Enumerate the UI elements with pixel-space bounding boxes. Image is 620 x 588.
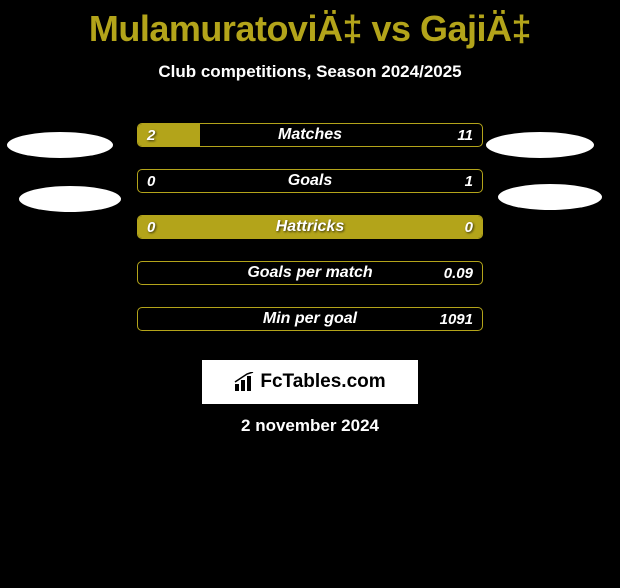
stat-row-hattricks: 0 0 Hattricks (0, 204, 620, 250)
page-title: MulamuratoviÄ‡ vs GajiÄ‡ (0, 8, 620, 50)
date-text: 2 november 2024 (0, 416, 620, 436)
fctables-logo[interactable]: FcTables.com (202, 360, 418, 404)
player-oval-right-1 (486, 132, 594, 158)
bar-chart-icon (234, 372, 256, 392)
stat-row-min-per-goal: 1091 Min per goal (0, 296, 620, 342)
bar-track (137, 215, 483, 239)
subtitle: Club competitions, Season 2024/2025 (0, 62, 620, 82)
bar-track (137, 169, 483, 193)
player-oval-left-2 (19, 186, 121, 212)
stat-value-left: 0 (147, 215, 155, 239)
stat-value-right: 1091 (440, 307, 473, 331)
stat-value-left: 0 (147, 169, 155, 193)
bar-track (137, 307, 483, 331)
bar-fill-left (138, 216, 482, 238)
stat-value-right: 11 (457, 123, 473, 147)
player-oval-left-1 (7, 132, 113, 158)
stat-value-right: 1 (465, 169, 473, 193)
player-oval-right-2 (498, 184, 602, 210)
stat-value-right: 0.09 (444, 261, 473, 285)
stat-value-left: 2 (147, 123, 155, 147)
bar-track (137, 261, 483, 285)
bar-track (137, 123, 483, 147)
stat-row-goals-per-match: 0.09 Goals per match (0, 250, 620, 296)
stat-value-right: 0 (465, 215, 473, 239)
logo-text: FcTables.com (260, 371, 385, 393)
